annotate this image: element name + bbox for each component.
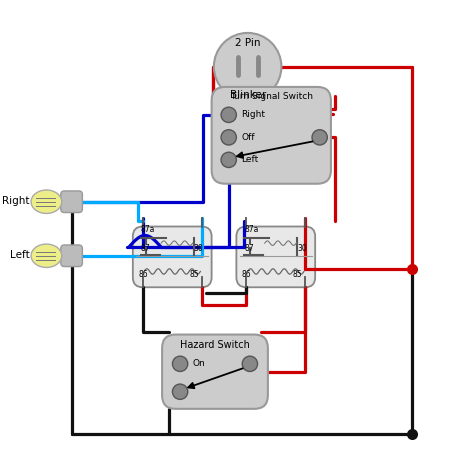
FancyBboxPatch shape xyxy=(162,335,268,409)
FancyBboxPatch shape xyxy=(237,226,315,287)
Circle shape xyxy=(173,384,188,400)
Text: 86: 86 xyxy=(138,270,148,279)
Circle shape xyxy=(221,107,237,122)
Text: On: On xyxy=(193,359,205,368)
Circle shape xyxy=(173,356,188,371)
Circle shape xyxy=(221,130,237,145)
Circle shape xyxy=(221,152,237,168)
Circle shape xyxy=(312,130,328,145)
Circle shape xyxy=(242,356,257,371)
Text: 85: 85 xyxy=(189,270,199,279)
Text: 30: 30 xyxy=(193,245,203,253)
FancyBboxPatch shape xyxy=(61,191,82,212)
Text: Turn Signal Switch: Turn Signal Switch xyxy=(230,92,313,101)
Text: 87: 87 xyxy=(141,245,151,253)
FancyBboxPatch shape xyxy=(211,87,331,184)
FancyBboxPatch shape xyxy=(61,245,82,266)
Text: Right: Right xyxy=(241,111,265,119)
Text: Hazard Switch: Hazard Switch xyxy=(180,340,250,350)
Text: 87a: 87a xyxy=(141,225,155,234)
Ellipse shape xyxy=(31,244,62,267)
Text: Left: Left xyxy=(241,155,259,164)
Text: Right: Right xyxy=(2,196,29,206)
Ellipse shape xyxy=(31,190,62,213)
Text: Blinker: Blinker xyxy=(229,90,266,100)
Text: Left: Left xyxy=(9,250,29,260)
FancyBboxPatch shape xyxy=(133,226,211,287)
Text: 30: 30 xyxy=(297,245,307,253)
Circle shape xyxy=(214,33,282,101)
Text: 2 Pin: 2 Pin xyxy=(235,38,260,48)
Text: 87a: 87a xyxy=(245,225,259,234)
Text: 86: 86 xyxy=(242,270,251,279)
Text: Off: Off xyxy=(241,133,255,142)
Text: 87: 87 xyxy=(245,245,254,253)
Text: 85: 85 xyxy=(292,270,302,279)
